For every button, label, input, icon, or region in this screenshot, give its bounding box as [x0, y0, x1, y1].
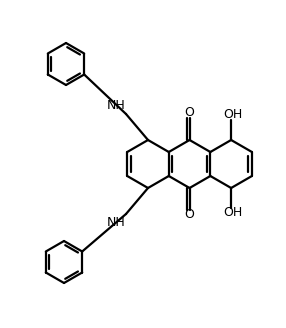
- Text: NH: NH: [106, 216, 125, 229]
- Text: O: O: [185, 209, 194, 221]
- Text: NH: NH: [106, 99, 125, 112]
- Text: OH: OH: [224, 207, 243, 219]
- Text: OH: OH: [224, 109, 243, 121]
- Text: O: O: [185, 107, 194, 119]
